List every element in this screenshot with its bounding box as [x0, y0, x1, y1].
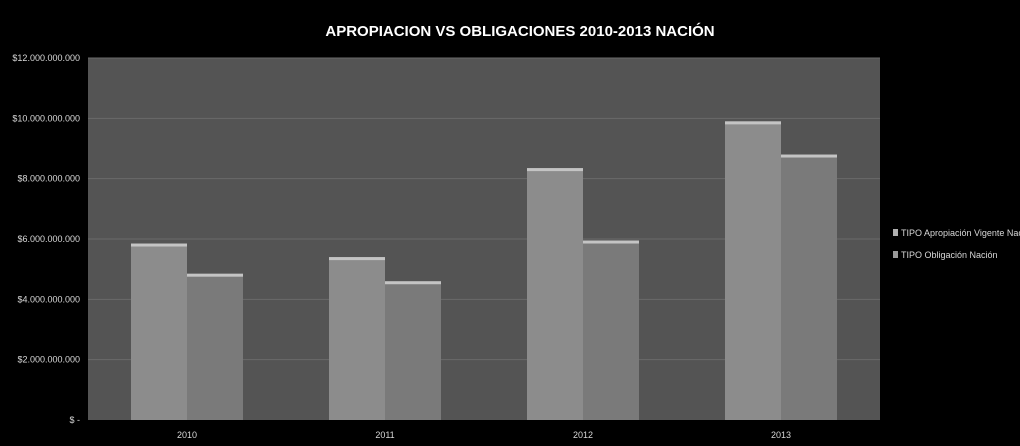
y-tick-label: $2.000.000.000: [17, 355, 80, 365]
y-tick-label: $10.000.000.000: [12, 113, 80, 123]
bar-apropiacion-2012: [527, 168, 583, 420]
x-category-label: 2010: [177, 430, 197, 440]
legend-swatch: [893, 229, 898, 236]
legend-label: TIPO Obligación Nación: [901, 250, 998, 260]
legend-label: TIPO Apropiación Vigente Nación: [901, 228, 1020, 238]
bar-apropiacion-2011: [329, 257, 385, 420]
bar-obligacion-2011: [385, 281, 441, 420]
bar-apropiacion-2010: [131, 243, 187, 420]
bar-obligacion-2012: [583, 240, 639, 420]
bar-obligacion-2010: [187, 273, 243, 420]
bar-top-edge: [131, 243, 187, 247]
x-category-label: 2013: [771, 430, 791, 440]
bar-top-edge: [329, 257, 385, 261]
bar-top-edge: [385, 281, 441, 285]
chart-title: APROPIACION VS OBLIGACIONES 2010-2013 NA…: [325, 22, 714, 40]
legend: TIPO Apropiación Vigente Nación TIPO Obli…: [893, 228, 1020, 260]
x-category-label: 2011: [375, 430, 394, 440]
y-tick-label: $6.000.000.000: [17, 234, 80, 244]
bar-top-edge: [725, 121, 781, 125]
y-tick-label: $4.000.000.000: [17, 294, 80, 304]
y-tick-label: $ -: [69, 415, 80, 425]
y-tick-label: $8.000.000.000: [17, 174, 80, 184]
bars: [131, 121, 837, 421]
y-tick-label: $12.000.000.000: [12, 53, 80, 63]
bar-top-edge: [527, 168, 583, 172]
legend-swatch: [893, 251, 898, 258]
bar-top-edge: [781, 154, 837, 158]
x-category-label: 2012: [573, 430, 593, 440]
bar-top-edge: [583, 240, 639, 244]
bar-top-edge: [187, 273, 243, 277]
bar-apropiacion-2013: [725, 121, 781, 420]
x-axis-categories: 2010 2011 2012 2013: [177, 430, 791, 440]
y-axis-ticks: $ - $2.000.000.000 $4.000.000.000 $6.000.00…: [12, 53, 80, 425]
bar-obligacion-2013: [781, 154, 837, 421]
